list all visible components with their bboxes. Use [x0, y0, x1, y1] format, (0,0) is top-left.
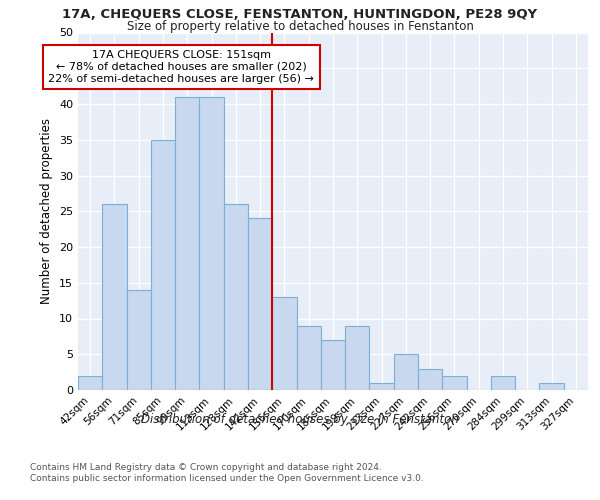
Text: 17A CHEQUERS CLOSE: 151sqm
← 78% of detached houses are smaller (202)
22% of sem: 17A CHEQUERS CLOSE: 151sqm ← 78% of deta…	[48, 50, 314, 84]
Bar	[175, 97, 199, 390]
Bar	[321, 340, 345, 390]
Bar	[296, 326, 321, 390]
Bar	[539, 383, 564, 390]
Bar	[394, 354, 418, 390]
Bar	[224, 204, 248, 390]
Bar	[418, 368, 442, 390]
Bar	[199, 97, 224, 390]
Text: Size of property relative to detached houses in Fenstanton: Size of property relative to detached ho…	[127, 20, 473, 33]
Y-axis label: Number of detached properties: Number of detached properties	[40, 118, 53, 304]
Bar	[272, 297, 296, 390]
Bar	[442, 376, 467, 390]
Text: 17A, CHEQUERS CLOSE, FENSTANTON, HUNTINGDON, PE28 9QY: 17A, CHEQUERS CLOSE, FENSTANTON, HUNTING…	[62, 8, 538, 20]
Bar	[127, 290, 151, 390]
Text: Contains public sector information licensed under the Open Government Licence v3: Contains public sector information licen…	[30, 474, 424, 483]
Text: Contains HM Land Registry data © Crown copyright and database right 2024.: Contains HM Land Registry data © Crown c…	[30, 462, 382, 471]
Bar	[491, 376, 515, 390]
Bar	[248, 218, 272, 390]
Bar	[102, 204, 127, 390]
Bar	[370, 383, 394, 390]
Bar	[78, 376, 102, 390]
Text: Distribution of detached houses by size in Fenstanton: Distribution of detached houses by size …	[141, 412, 459, 426]
Bar	[345, 326, 370, 390]
Bar	[151, 140, 175, 390]
